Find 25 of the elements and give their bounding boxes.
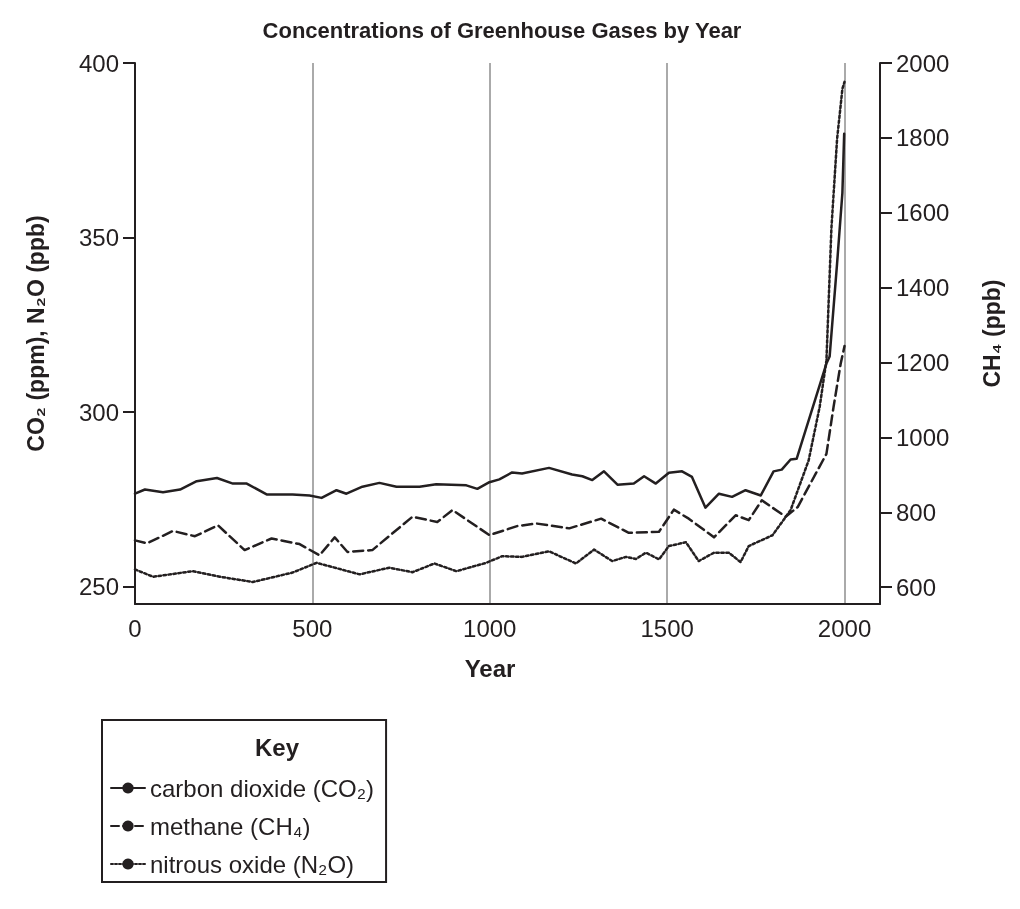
x-tick-label: 500 (292, 614, 333, 642)
y2-tick-label: 1000 (896, 423, 950, 451)
y-axis-title: CO₂ (ppm), N₂O (ppb) (22, 215, 49, 452)
y2-tick-label: 1800 (896, 124, 950, 152)
y2-tick-label: 1400 (896, 274, 950, 302)
y-tick-label: 400 (78, 49, 119, 77)
x-tick-label: 0 (128, 614, 142, 642)
x-tick-label: 2000 (817, 614, 872, 642)
chart-title: Concentrations of Greenhouse Gases by Year (262, 17, 742, 43)
y-tick-label: 250 (78, 573, 119, 601)
y-tick-label: 350 (78, 224, 119, 252)
y2-tick-label: 2000 (896, 49, 950, 77)
x-tick-label: 1500 (640, 614, 694, 642)
legend-label: methane (CH₄) (150, 812, 311, 840)
legend-title: Key (254, 733, 300, 761)
legend-label: nitrous oxide (N₂O) (150, 850, 355, 878)
y-tick-label: 300 (78, 398, 119, 426)
legend-label: carbon dioxide (CO₂) (150, 774, 375, 802)
x-tick-label: 1000 (463, 614, 517, 642)
x-axis-title: Year (464, 654, 516, 682)
y2-axis-title: CH₄ (ppb) (978, 279, 1005, 388)
y2-tick-label: 1200 (896, 349, 950, 377)
y2-tick-label: 800 (896, 498, 937, 526)
y2-tick-label: 1600 (896, 199, 950, 227)
y2-tick-label: 600 (896, 573, 937, 601)
